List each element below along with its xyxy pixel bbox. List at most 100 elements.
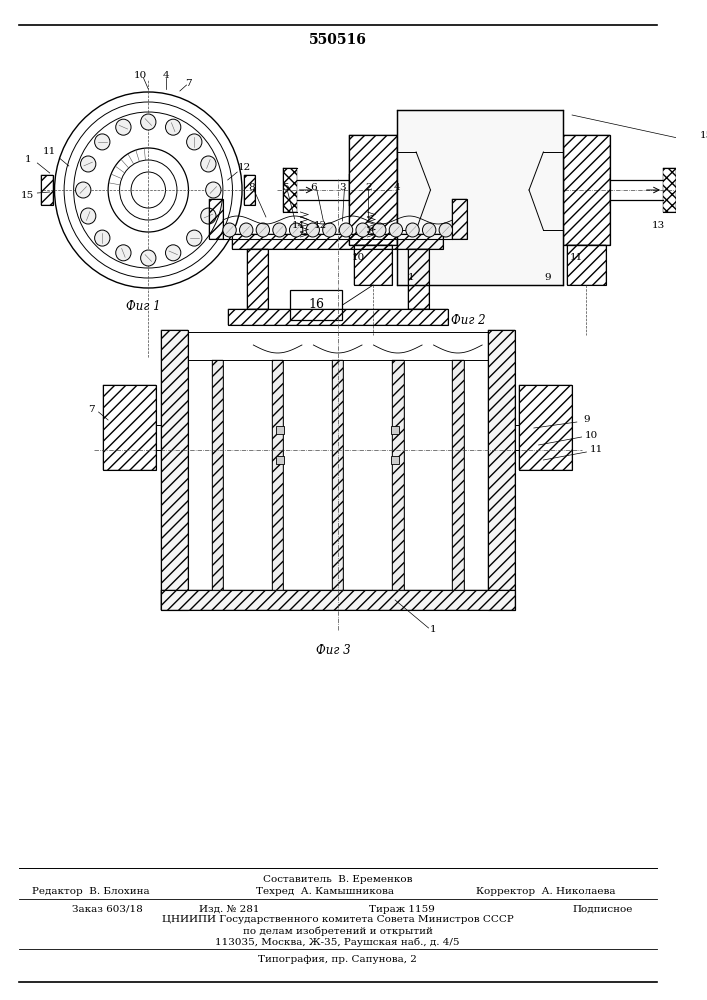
Text: 13: 13 (652, 221, 665, 230)
Bar (563, 135, 610, 245)
Text: 12: 12 (314, 221, 327, 230)
Circle shape (165, 119, 181, 135)
Circle shape (223, 223, 236, 237)
Text: 16: 16 (308, 298, 325, 312)
Text: 10: 10 (352, 253, 366, 262)
Bar (212, 360, 223, 590)
Circle shape (81, 208, 96, 224)
Circle shape (141, 114, 156, 130)
Bar (452, 199, 467, 239)
Bar (212, 360, 223, 590)
Bar (160, 330, 187, 610)
Circle shape (373, 223, 386, 237)
Bar (488, 330, 515, 610)
Bar (392, 360, 404, 590)
Bar (284, 168, 296, 212)
Bar (209, 199, 223, 239)
Bar (247, 249, 268, 309)
Bar (228, 309, 448, 325)
Bar (276, 426, 284, 434)
Bar (407, 249, 428, 309)
Circle shape (289, 223, 303, 237)
Text: 12: 12 (238, 163, 250, 172)
Text: 5: 5 (282, 182, 288, 192)
Text: 1: 1 (25, 155, 31, 164)
Text: 7: 7 (88, 406, 95, 414)
Text: 4: 4 (162, 72, 169, 81)
Bar (160, 330, 187, 610)
Bar (452, 360, 464, 590)
Circle shape (187, 134, 202, 150)
Bar (244, 175, 255, 205)
Bar (160, 590, 515, 610)
Circle shape (201, 208, 216, 224)
Bar (103, 385, 156, 470)
Bar (392, 360, 404, 590)
Text: 14: 14 (292, 221, 305, 230)
Bar (103, 385, 156, 470)
Circle shape (81, 156, 96, 172)
Bar (290, 290, 342, 320)
Bar (228, 309, 448, 325)
Bar (391, 456, 399, 464)
Circle shape (240, 223, 253, 237)
Circle shape (76, 182, 91, 198)
Text: 1: 1 (408, 273, 415, 282)
Bar (354, 245, 392, 285)
Circle shape (95, 230, 110, 246)
Text: Тираж 1159: Тираж 1159 (369, 904, 435, 914)
Bar (233, 234, 443, 249)
Bar (488, 330, 515, 610)
Text: 9: 9 (545, 273, 551, 282)
Text: 8: 8 (248, 182, 255, 192)
Text: Техред  А. Камышникова: Техред А. Камышникова (256, 886, 395, 896)
Circle shape (201, 156, 216, 172)
Text: Фиг 3: Фиг 3 (315, 644, 350, 656)
Bar (187, 332, 488, 360)
Text: ЦНИИПИ Государственного комитета Совета Министров СССР: ЦНИИПИ Государственного комитета Совета … (162, 916, 513, 924)
Bar (272, 360, 284, 590)
Bar (349, 135, 397, 245)
Circle shape (390, 223, 402, 237)
Circle shape (187, 230, 202, 246)
Text: 10: 10 (585, 430, 598, 440)
Bar (391, 426, 399, 434)
Bar (244, 175, 255, 205)
Text: 6: 6 (310, 182, 317, 192)
Text: 15: 15 (21, 190, 35, 200)
Text: Заказ 603/18: Заказ 603/18 (71, 904, 143, 914)
Text: 4: 4 (394, 182, 400, 192)
Circle shape (165, 245, 181, 261)
Circle shape (116, 245, 131, 261)
Bar (663, 168, 677, 212)
Text: 1: 1 (430, 626, 437, 635)
Text: 15: 15 (699, 130, 707, 139)
Bar (160, 590, 515, 610)
Bar (452, 199, 467, 239)
Text: Фиг 2: Фиг 2 (452, 314, 486, 326)
Bar (567, 245, 606, 285)
Text: 11: 11 (571, 253, 583, 262)
Text: Подписное: Подписное (573, 904, 633, 914)
Text: 10: 10 (134, 72, 147, 81)
Text: Фиг 1: Фиг 1 (126, 300, 160, 312)
Circle shape (256, 223, 269, 237)
Text: Изд. № 281: Изд. № 281 (199, 904, 260, 914)
Text: Типография, пр. Сапунова, 2: Типография, пр. Сапунова, 2 (258, 954, 417, 964)
Text: 7: 7 (185, 80, 192, 89)
Bar (563, 135, 610, 245)
Bar (41, 175, 52, 205)
Text: 550516: 550516 (309, 33, 367, 47)
Text: 11: 11 (43, 147, 57, 156)
Bar (41, 175, 52, 205)
Circle shape (116, 119, 131, 135)
Bar (209, 199, 223, 239)
Circle shape (356, 223, 369, 237)
Circle shape (322, 223, 336, 237)
Text: Корректор  А. Николаева: Корректор А. Николаева (476, 886, 615, 896)
Bar (332, 360, 344, 590)
Text: 11: 11 (590, 446, 602, 454)
Bar (397, 110, 563, 285)
Circle shape (95, 134, 110, 150)
Bar (276, 456, 284, 464)
